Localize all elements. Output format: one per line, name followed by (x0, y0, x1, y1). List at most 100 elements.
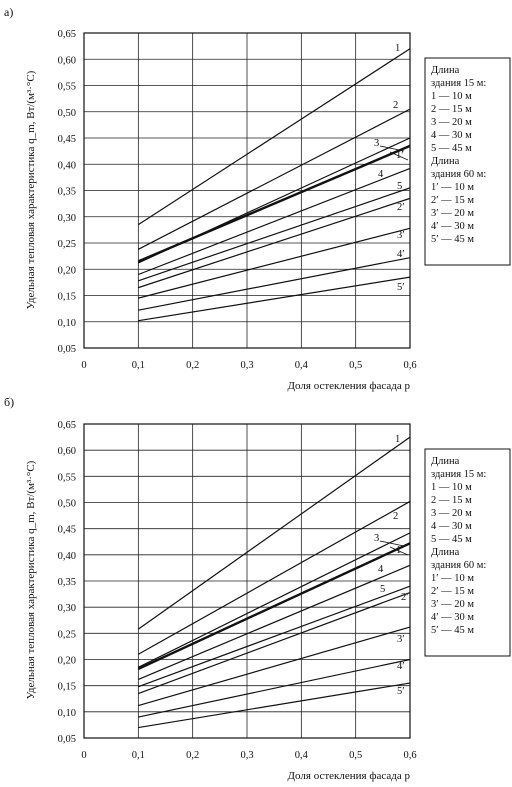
panel1-y-tick-label: 0,35 (58, 187, 76, 198)
panel2-series-line-5 (138, 564, 411, 680)
panel2-series-line-1 (137, 436, 411, 630)
panel1-curve-label: 3 (374, 138, 379, 149)
panel2-x-tick-label: 0,2 (186, 750, 199, 761)
panel2-curve-label: 1 (395, 434, 400, 445)
panel1-y-tick-label: 0,15 (58, 292, 76, 303)
panel2-curve-label: 2′ (401, 592, 409, 603)
panel2-plot-frame (83, 423, 411, 739)
panel2-curve-leader (389, 546, 409, 556)
panel2-x-tick-label: 0,5 (349, 750, 362, 761)
panel1-y-tick-label: 0,05 (58, 344, 76, 355)
panel2-legend-entry: 1′ — 10 м (431, 573, 474, 584)
panel2-y-tick-label: 0,15 (58, 682, 76, 693)
panel2-x-axis-label: Доля остекления фасада p (288, 770, 411, 782)
panel2-legend-entry: здания 15 м: (431, 469, 486, 480)
panel1-series-line-1 (138, 48, 411, 226)
panel2-x-tick-label: 0,6 (403, 750, 416, 761)
panel1-curve-label: 2′ (397, 202, 405, 213)
panel2-curve-label: 3′ (397, 634, 405, 645)
panel2-series-line-8 (138, 626, 411, 707)
panel1-curve-label: 1 (395, 43, 400, 54)
panel2-legend-box (424, 448, 511, 657)
panel2-legend-entry: 2′ — 15 м (431, 586, 474, 597)
panel1-legend-entry: 2 — 15 м (431, 104, 472, 115)
panel2-label: б) (4, 395, 14, 409)
panel1-legend-entry: 5′ — 45 м (431, 234, 474, 245)
panel2-curve-label: 1′ (396, 545, 404, 556)
panel1-plot-frame (83, 32, 411, 349)
panel2-legend-entry: 1 — 10 м (431, 482, 472, 493)
panel2-y-tick-label: 0,10 (58, 708, 76, 719)
panel2-curve-leader (379, 540, 405, 547)
panel2-legend-entry: Длина (431, 547, 460, 558)
panel2-series-line-7 (138, 591, 411, 695)
panel2-x-tick-label: 0,3 (240, 750, 253, 761)
panel2-y-tick-label: 0,30 (58, 603, 76, 614)
panel1-y-tick-label: 0,60 (58, 55, 76, 66)
panel2-curve-label: 2 (393, 511, 398, 522)
panel1-y-tick-label: 0,20 (58, 265, 76, 276)
panel1-y-tick-label: 0,30 (58, 213, 76, 224)
panel2-curve-label: 4 (378, 564, 384, 575)
panel2-y-tick-label: 0,55 (58, 472, 76, 483)
panel1-x-tick-label: 0,4 (295, 360, 309, 371)
panel2-legend-entry: здания 60 м: (431, 560, 486, 571)
panel1-curve-label: 3′ (397, 230, 405, 241)
panel1-series-line-4 (137, 144, 411, 263)
panel1-x-tick-label: 0,3 (240, 360, 253, 371)
panel1-legend-box (424, 57, 511, 266)
panel1-x-tick-label: 0 (81, 360, 86, 371)
panel1-x-tick-label: 0,2 (186, 360, 199, 371)
panel2-legend-entry: 4′ — 30 м (431, 612, 474, 623)
panel1-series-line-8 (138, 227, 411, 299)
panel1-label: а) (4, 5, 13, 19)
panel1-x-axis-label: Доля остекления фасада p (288, 380, 411, 392)
panel1-curve-label: 4′ (397, 249, 405, 260)
panel2-curve-label: 4′ (397, 661, 405, 672)
panel2-legend-entry: 5 — 45 м (431, 534, 472, 545)
panel2-series-line-9 (138, 658, 411, 718)
panel2-y-tick-label: 0,05 (58, 734, 76, 745)
panel1-series-line-9 (138, 257, 411, 311)
panel2-y-tick-label: 0,35 (58, 577, 76, 588)
panel1-y-tick-label: 0,25 (58, 239, 76, 250)
panel1-legend-entry: 1 — 10 м (431, 91, 472, 102)
panel1-curve-leader (379, 145, 405, 152)
panel1-series-line-7 (138, 197, 411, 289)
panel2-curve-label: 3 (374, 533, 379, 544)
panel2-series-line-2 (138, 500, 411, 655)
panel1-legend-entry: здания 60 м: (431, 169, 486, 180)
panel2-x-tick-label: 0,1 (132, 750, 145, 761)
panel2-series-line-4 (137, 542, 411, 671)
panel2-series-line-3 (138, 532, 411, 668)
panel2-y-tick-label: 0,65 (58, 420, 76, 431)
panel2-y-tick-label: 0,50 (58, 499, 76, 510)
panel1-legend-entry: 5 — 45 м (431, 143, 472, 154)
panel1-y-tick-label: 0,10 (58, 318, 76, 329)
panel1-curve-label: 2 (393, 100, 398, 111)
panel2-curve-label: 5 (380, 584, 385, 595)
panel2-series-line-6 (138, 585, 411, 688)
panel2-legend-entry: 5′ — 45 м (431, 625, 474, 636)
panel1-series-line-2 (138, 108, 411, 250)
panel1-curve-label: 5 (397, 181, 402, 192)
panel1-y-axis-label: Удельная тепловая характеристика q_m, Вт… (25, 70, 37, 309)
panel1-legend-entry: здания 15 м: (431, 78, 486, 89)
panel1-legend-entry: 3 — 20 м (431, 117, 472, 128)
panel1-legend-entry: 3′ — 20 м (431, 208, 474, 219)
panel2-legend-entry: Длина (431, 456, 460, 467)
panel1-y-tick-label: 0,40 (58, 160, 76, 171)
panel1-x-tick-label: 0,1 (132, 360, 145, 371)
panel2-y-axis-label: Удельная тепловая характеристика q_m, Вт… (25, 460, 37, 699)
panel1-x-tick-label: 0,5 (349, 360, 362, 371)
panel1-legend-entry: 4 — 30 м (431, 130, 472, 141)
panel2-x-tick-label: 0 (81, 750, 86, 761)
panel2-y-tick-label: 0,20 (58, 656, 76, 667)
panel1-x-tick-label: 0,6 (403, 360, 416, 371)
panel2-y-tick-label: 0,25 (58, 629, 76, 640)
panel2-legend-entry: 4 — 30 м (431, 521, 472, 532)
panel2-legend-entry: 3′ — 20 м (431, 599, 474, 610)
panel1-y-tick-label: 0,65 (58, 29, 76, 40)
panel1-curve-label: 1′ (396, 150, 404, 161)
